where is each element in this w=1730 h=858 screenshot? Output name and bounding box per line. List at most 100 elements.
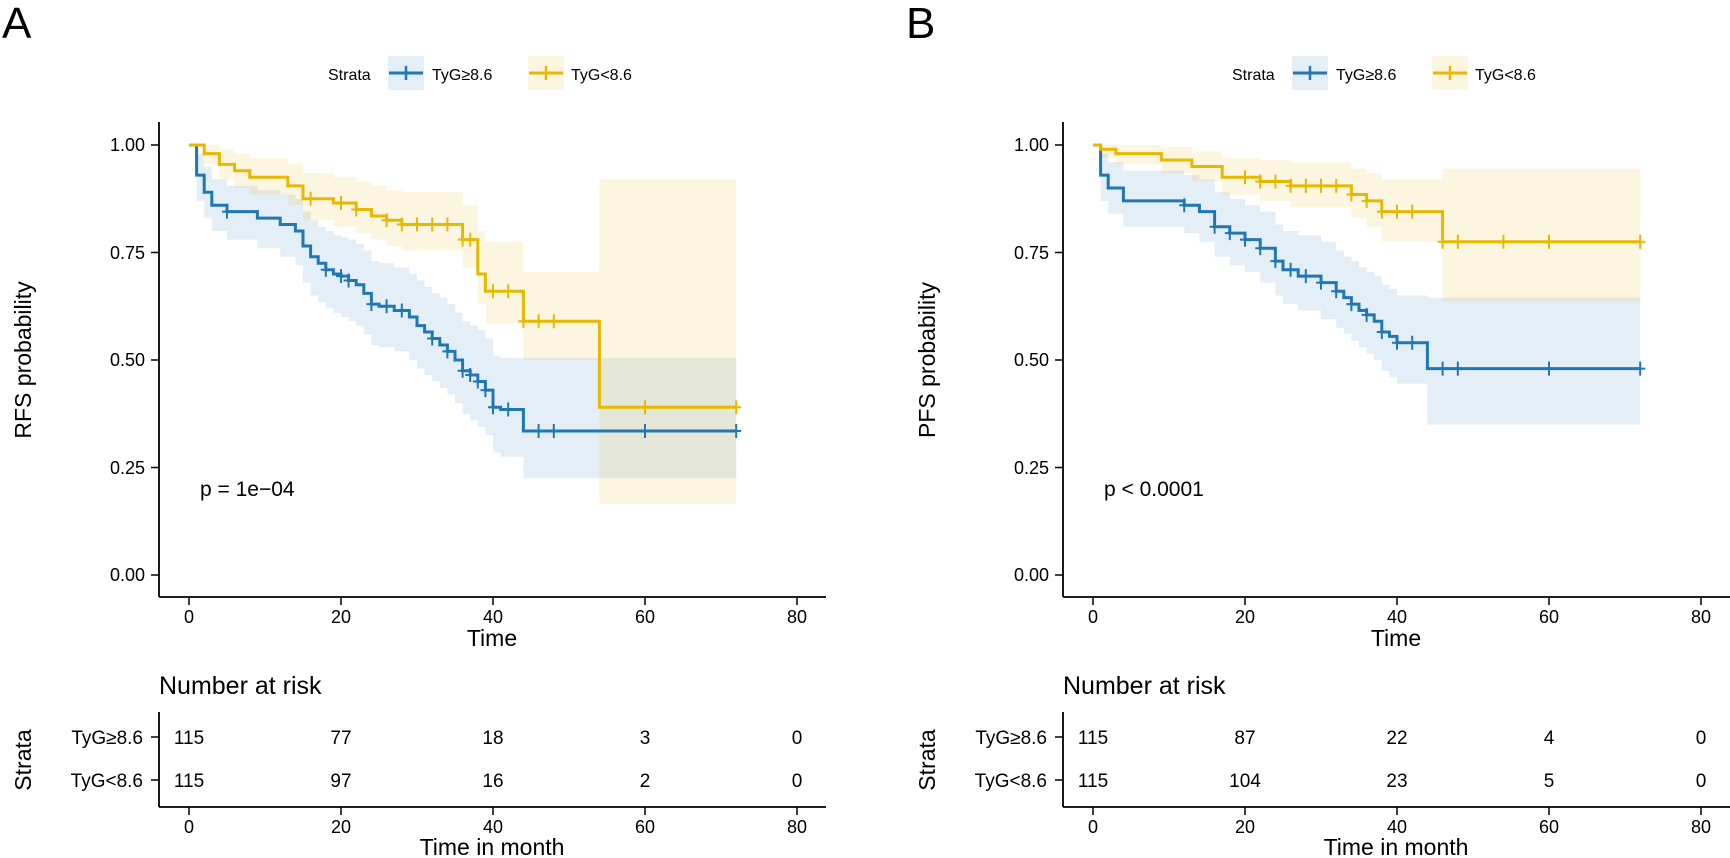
censor-mark (1300, 269, 1311, 284)
risk-x-axis-title: Time in month (420, 834, 565, 858)
censor-mark (503, 284, 514, 299)
risk-x-tick-label: 20 (1235, 817, 1255, 837)
censor-mark (1361, 193, 1372, 208)
x-tick-label: 20 (331, 607, 351, 627)
legend-label-1: TyG≥8.6 (1336, 67, 1396, 84)
censor-mark (366, 297, 377, 312)
censor-mark (1635, 361, 1646, 376)
censor-mark (1270, 254, 1281, 269)
risk-count: 5 (1544, 771, 1555, 792)
km-plot (189, 143, 742, 505)
censor-mark (1240, 232, 1250, 247)
risk-x-tick-label: 60 (1539, 817, 1559, 837)
censor-mark (533, 423, 544, 438)
censor-mark (457, 363, 468, 378)
censor-mark (381, 299, 392, 314)
risk-count: 2 (640, 771, 651, 792)
risk-x-tick-label: 80 (787, 817, 807, 837)
x-tick-label: 0 (184, 607, 194, 627)
risk-y-axis-title: Strata (914, 729, 940, 791)
risk-count: 18 (482, 728, 503, 749)
y-tick-label: 0.75 (1014, 243, 1049, 263)
censor-mark (640, 400, 650, 415)
censor-mark (472, 374, 483, 389)
risk-x-tick-label: 0 (1088, 817, 1098, 837)
y-tick-label: 0.25 (110, 458, 145, 478)
censor-mark (305, 191, 316, 206)
censor-mark (381, 213, 392, 228)
x-ticks: 0 20 40 60 80 (184, 597, 807, 627)
censor-mark (1331, 178, 1342, 193)
censor-mark (396, 217, 407, 232)
legend-title: Strata (1232, 67, 1275, 84)
risk-count: 4 (1544, 728, 1555, 749)
censor-mark (1331, 284, 1342, 299)
censor-mark (518, 314, 529, 329)
x-axis-title: Time (467, 625, 517, 651)
x-tick-label: 80 (1691, 607, 1711, 627)
risk-table: Number at risk TyG≥8.6 TyG<8.6 Strata 11… (10, 672, 826, 858)
y-tick-label: 0.25 (1014, 458, 1049, 478)
risk-count: 22 (1386, 728, 1407, 749)
x-tick-label: 60 (635, 607, 655, 627)
risk-x-tick-label: 40 (1387, 817, 1407, 837)
censor-mark (1240, 170, 1250, 185)
risk-x-tick-label: 0 (184, 817, 194, 837)
panel-b: B Strata TyG≥8.6 TyG<8.6 0.00 0.25 0.50 … (906, 0, 1730, 858)
legend-label-1: TyG≥8.6 (432, 67, 492, 84)
y-tick-label: 0.50 (1014, 350, 1049, 370)
censor-mark (1544, 234, 1554, 249)
censor-mark (503, 402, 514, 417)
y-tick-label: 1.00 (110, 135, 145, 155)
risk-table-title: Number at risk (1063, 672, 1226, 700)
censor-mark (1300, 178, 1311, 193)
risk-y-axis-title: Strata (10, 729, 36, 791)
y-axis-title: PFS probability (914, 282, 940, 438)
censor-mark (1407, 335, 1418, 350)
censor-mark (427, 217, 438, 232)
censor-mark (488, 400, 498, 415)
y-ticks: 0.00 0.25 0.50 0.75 1.00 (1014, 135, 1063, 585)
risk-table-title: Number at risk (159, 672, 322, 700)
censor-mark (465, 368, 476, 383)
censor-mark (343, 273, 354, 288)
x-tick-label: 20 (1235, 607, 1255, 627)
p-value: p < 0.0001 (1104, 478, 1204, 501)
risk-count: 16 (482, 771, 503, 792)
censor-mark (412, 217, 422, 232)
censor-mark (640, 423, 650, 438)
confidence-band-series-2 (189, 145, 737, 505)
censor-mark (1544, 361, 1554, 376)
risk-count: 0 (792, 771, 803, 792)
censor-mark (1437, 234, 1448, 249)
censor-mark (336, 196, 346, 211)
legend-label-2: TyG<8.6 (571, 67, 632, 84)
censor-mark (533, 314, 544, 329)
censor-mark (1285, 178, 1296, 193)
legend-label-2: TyG<8.6 (1475, 67, 1536, 84)
censor-mark (488, 284, 498, 299)
censor-mark (480, 383, 491, 398)
censor-mark (1498, 234, 1509, 249)
x-tick-label: 80 (787, 607, 807, 627)
censor-mark (1179, 198, 1190, 213)
censor-mark (320, 262, 331, 277)
censor-mark (336, 269, 346, 284)
censor-mark (1376, 325, 1387, 340)
panel-letter: A (2, 0, 32, 48)
risk-x-tick-label: 40 (483, 817, 503, 837)
risk-strata-label-2: TyG<8.6 (71, 771, 143, 792)
censor-mark (1346, 187, 1357, 202)
legend: Strata TyG≥8.6 TyG<8.6 (328, 56, 632, 90)
censor-mark (1407, 204, 1418, 219)
risk-strata-label-2: TyG<8.6 (975, 771, 1047, 792)
censor-mark (1635, 234, 1646, 249)
censor-mark (1209, 219, 1220, 234)
y-tick-label: 0.00 (110, 565, 145, 585)
risk-count: 0 (1696, 728, 1707, 749)
censor-mark (222, 204, 232, 219)
survival-curve-series-2 (189, 143, 737, 409)
censor-mark (1224, 226, 1235, 241)
risk-count: 115 (1078, 771, 1108, 792)
y-ticks: 0.00 0.25 0.50 0.75 1.00 (110, 135, 159, 585)
